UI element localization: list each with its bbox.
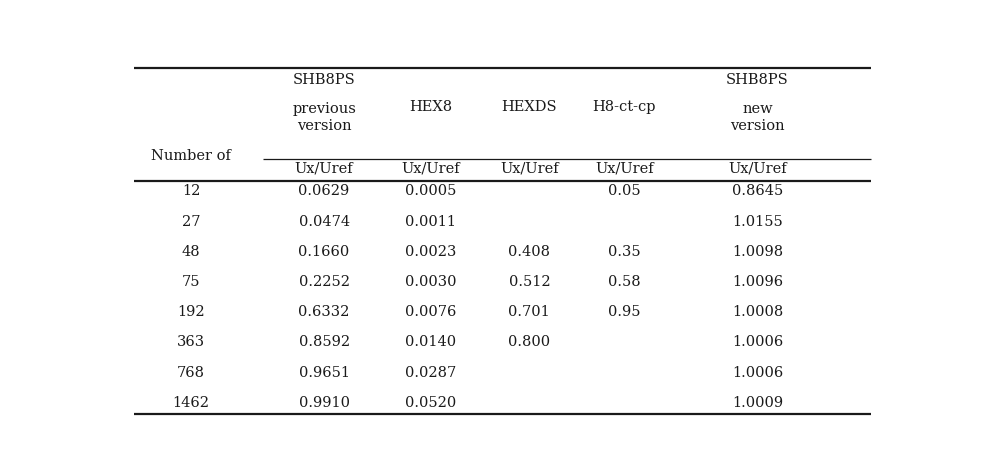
Text: 0.05: 0.05: [608, 185, 641, 198]
Text: 1462: 1462: [173, 396, 210, 410]
Text: previous
version: previous version: [292, 102, 356, 133]
Text: 75: 75: [181, 275, 200, 289]
Text: 0.9910: 0.9910: [298, 396, 349, 410]
Text: 0.0005: 0.0005: [405, 185, 456, 198]
Text: 27: 27: [181, 215, 200, 228]
Text: HEXDS: HEXDS: [501, 100, 557, 114]
Text: 0.0520: 0.0520: [405, 396, 456, 410]
Text: 0.9651: 0.9651: [298, 365, 349, 380]
Text: 1.0155: 1.0155: [732, 215, 783, 228]
Text: 1.0006: 1.0006: [732, 335, 783, 349]
Text: 0.0076: 0.0076: [405, 305, 456, 319]
Text: Number of: Number of: [151, 149, 231, 163]
Text: Ux/Uref: Ux/Uref: [595, 162, 653, 176]
Text: 0.0011: 0.0011: [405, 215, 456, 228]
Text: 0.800: 0.800: [508, 335, 550, 349]
Text: SHB8PS: SHB8PS: [292, 73, 355, 87]
Text: 0.408: 0.408: [508, 245, 550, 259]
Text: 0.701: 0.701: [508, 305, 550, 319]
Text: HEX8: HEX8: [409, 100, 452, 114]
Text: H8-ct-cp: H8-ct-cp: [593, 100, 656, 114]
Text: Ux/Uref: Ux/Uref: [294, 162, 353, 176]
Text: 0.8645: 0.8645: [732, 185, 783, 198]
Text: 0.0287: 0.0287: [405, 365, 456, 380]
Text: 0.0030: 0.0030: [405, 275, 456, 289]
Text: 1.0098: 1.0098: [732, 245, 783, 259]
Text: 0.8592: 0.8592: [298, 335, 349, 349]
Text: 1.0009: 1.0009: [732, 396, 783, 410]
Text: 1.0008: 1.0008: [732, 305, 783, 319]
Text: Ux/Uref: Ux/Uref: [500, 162, 559, 176]
Text: 0.0474: 0.0474: [298, 215, 349, 228]
Text: 0.6332: 0.6332: [298, 305, 350, 319]
Text: 1.0096: 1.0096: [732, 275, 783, 289]
Text: 0.95: 0.95: [608, 305, 641, 319]
Text: 0.0140: 0.0140: [405, 335, 456, 349]
Text: new
version: new version: [730, 102, 785, 133]
Text: Ux/Uref: Ux/Uref: [401, 162, 460, 176]
Text: 192: 192: [178, 305, 205, 319]
Text: SHB8PS: SHB8PS: [726, 73, 789, 87]
Text: 768: 768: [177, 365, 205, 380]
Text: 363: 363: [177, 335, 205, 349]
Text: 0.2252: 0.2252: [298, 275, 349, 289]
Text: 0.58: 0.58: [608, 275, 641, 289]
Text: 48: 48: [181, 245, 200, 259]
Text: 12: 12: [181, 185, 200, 198]
Text: 1.0006: 1.0006: [732, 365, 783, 380]
Text: 0.1660: 0.1660: [298, 245, 349, 259]
Text: 0.35: 0.35: [608, 245, 641, 259]
Text: Ux/Uref: Ux/Uref: [728, 162, 787, 176]
Text: 0.512: 0.512: [508, 275, 550, 289]
Text: 0.0629: 0.0629: [298, 185, 349, 198]
Text: 0.0023: 0.0023: [405, 245, 456, 259]
